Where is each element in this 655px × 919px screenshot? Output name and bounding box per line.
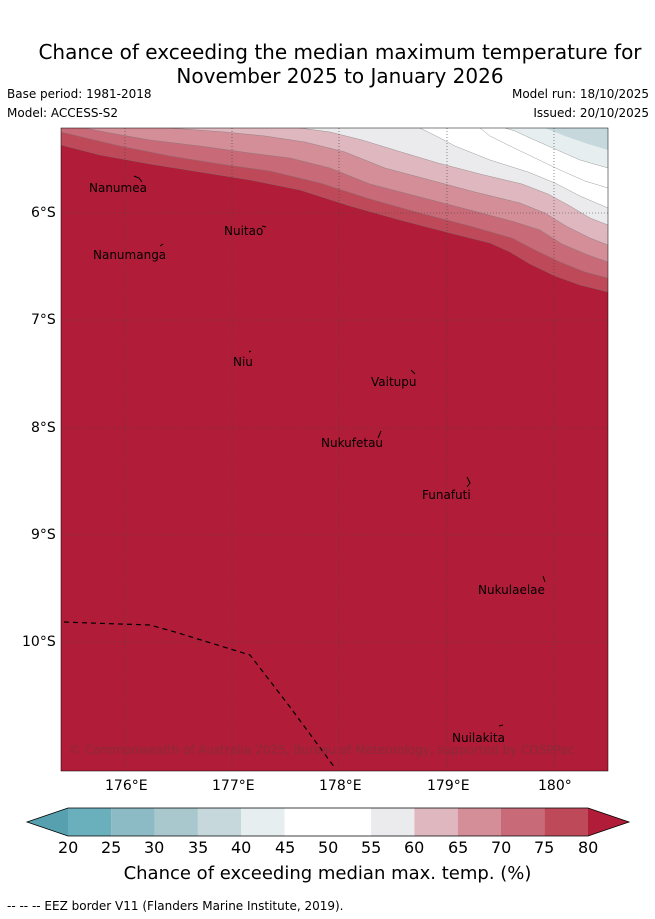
lat-label-6s: 6°S bbox=[31, 205, 56, 221]
map-frame bbox=[60, 127, 609, 772]
colorbar-swatch-35-40 bbox=[197, 808, 242, 836]
lon-label-180: 180° bbox=[538, 778, 572, 794]
title-line-1: Chance of exceeding the median maximum t… bbox=[38, 40, 642, 64]
island-nuilakita bbox=[498, 724, 504, 727]
base-period: Base period: 1981-2018 bbox=[7, 87, 152, 101]
lon-label-176e: 176°E bbox=[105, 778, 148, 794]
colorbar-swatch-60-65 bbox=[414, 808, 458, 836]
colorbar-swatch-20-25 bbox=[68, 808, 112, 836]
label-vaitupu: Vaitupu bbox=[371, 375, 417, 389]
label-nanumea: Nanumea bbox=[89, 181, 147, 195]
place-labels: Nanumea Nuitao Nanumanga Niu Vaitupu Nuk… bbox=[88, 180, 547, 747]
colorbar-label-80: 80 bbox=[578, 838, 599, 857]
island-vaitupu bbox=[410, 369, 416, 375]
label-nuitao: Nuitao bbox=[224, 224, 263, 238]
island-niu bbox=[248, 350, 252, 353]
island-funafuti bbox=[466, 476, 471, 488]
colorbar-swatch-25-30 bbox=[111, 808, 155, 836]
colorbar-swatch-45-50 bbox=[284, 808, 328, 836]
colorbar-label-35: 35 bbox=[188, 838, 209, 857]
model-name: Model: ACCESS-S2 bbox=[7, 106, 119, 120]
graticule bbox=[61, 128, 608, 771]
label-nanumanga: Nanumanga bbox=[93, 248, 166, 262]
label-niu: Niu bbox=[233, 355, 253, 369]
copyright-notice: © Commonwealth of Australia 2025, Bureau… bbox=[69, 743, 574, 757]
colorbar-swatch-65-70 bbox=[457, 808, 501, 836]
colorbar-label-50: 50 bbox=[318, 838, 339, 857]
model-run: Model run: 18/10/2025 bbox=[511, 87, 649, 101]
lat-label-7s: 7°S bbox=[31, 312, 56, 328]
title-line-2: November 2025 to January 2026 bbox=[176, 64, 504, 88]
island-nanumanga bbox=[159, 243, 164, 247]
issued-date: Issued: 20/10/2025 bbox=[533, 106, 649, 120]
colorbar-swatch-30-35 bbox=[154, 808, 198, 836]
colorbar-label-25: 25 bbox=[101, 838, 122, 857]
probability-field: Nanumea Nuitao Nanumanga Niu Vaitupu Nuk… bbox=[61, 128, 608, 771]
lat-label-10s: 10°S bbox=[22, 634, 56, 650]
colorbar-swatch-75-80 bbox=[544, 808, 588, 836]
colorbar-label-45: 45 bbox=[275, 838, 296, 857]
lon-label-178e: 178°E bbox=[319, 778, 362, 794]
colorbar-extend-low bbox=[27, 808, 68, 836]
lat-label-8s: 8°S bbox=[31, 420, 56, 436]
island-shapes bbox=[133, 175, 546, 727]
colorbar-label-70: 70 bbox=[491, 838, 512, 857]
colorbar-swatch-70-75 bbox=[501, 808, 545, 836]
label-nukufetau: Nukufetau bbox=[321, 436, 383, 450]
colorbar-label-40: 40 bbox=[231, 838, 252, 857]
lon-label-179e: 179°E bbox=[427, 778, 470, 794]
colorbar-swatch-55-60 bbox=[371, 808, 415, 836]
lon-label-177e: 177°E bbox=[212, 778, 255, 794]
colorbar-label-30: 30 bbox=[144, 838, 165, 857]
eez-border-line bbox=[63, 621, 336, 769]
colorbar-label-65: 65 bbox=[448, 838, 469, 857]
colorbar-extend-high bbox=[588, 808, 629, 836]
island-nuitao bbox=[261, 225, 267, 228]
label-funafuti: Funafuti bbox=[422, 488, 471, 502]
island-nukufetau bbox=[377, 430, 382, 439]
colorbar-label-60: 60 bbox=[404, 838, 425, 857]
island-nukulaelae bbox=[542, 575, 546, 583]
chart-title: Chance of exceeding the median maximum t… bbox=[0, 40, 655, 88]
contour-lines bbox=[61, 128, 608, 293]
colorbar-title: Chance of exceeding median max. temp. (%… bbox=[123, 863, 532, 884]
colorbar bbox=[25, 807, 631, 837]
colorbar-label-55: 55 bbox=[361, 838, 382, 857]
lat-label-9s: 9°S bbox=[31, 527, 56, 543]
colorbar-label-75: 75 bbox=[534, 838, 555, 857]
colorbar-swatch-40-45 bbox=[241, 808, 285, 836]
eez-footnote: -- -- -- EEZ border V11 (Flanders Marine… bbox=[7, 899, 344, 913]
label-nukulaelae: Nukulaelae bbox=[478, 583, 545, 597]
colorbar-label-20: 20 bbox=[58, 838, 79, 857]
label-nuilakita: Nuilakita bbox=[452, 731, 505, 745]
field-band-35-40 bbox=[545, 128, 608, 150]
colorbar-swatch-50-55 bbox=[327, 808, 372, 836]
island-nanumea bbox=[133, 175, 143, 183]
